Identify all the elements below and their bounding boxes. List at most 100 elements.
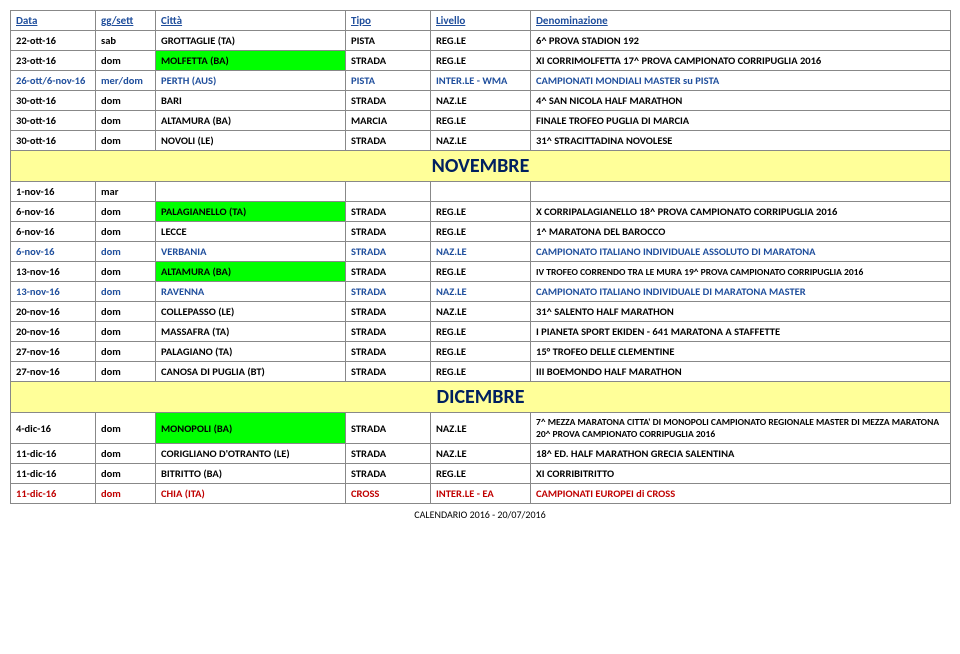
cell-denom: IV TROFEO CORRENDO TRA LE MURA 19^ PROVA… [531, 262, 951, 282]
cell-livello: REG.LE [431, 31, 531, 51]
table-row: 11-dic-16 dom BITRITTO (BA) STRADA REG.L… [11, 464, 951, 484]
cell-tipo: STRADA [346, 362, 431, 382]
cell-gg: dom [96, 262, 156, 282]
cell-denom: CAMPIONATO ITALIANO INDIVIDUALE ASSOLUTO… [531, 242, 951, 262]
table-row: 6-nov-16 dom PALAGIANELLO (TA) STRADA RE… [11, 202, 951, 222]
cell-tipo: STRADA [346, 342, 431, 362]
cell-tipo: STRADA [346, 322, 431, 342]
cell-denom: XI CORRIBITRITTO [531, 464, 951, 484]
cell-tipo: STRADA [346, 302, 431, 322]
cell-livello: INTER.LE - EA [431, 484, 531, 504]
cell-data: 11-dic-16 [11, 444, 96, 464]
table-row: 27-nov-16 dom CANOSA DI PUGLIA (BT) STRA… [11, 362, 951, 382]
header-data: Data [11, 11, 96, 31]
cell-livello: NAZ.LE [431, 302, 531, 322]
header-livello: Livello [431, 11, 531, 31]
cell-livello: INTER.LE - WMA [431, 71, 531, 91]
table-row: 1-nov-16 mar [11, 182, 951, 202]
month-header-row: DICEMBRE [11, 382, 951, 413]
cell-tipo: STRADA [346, 464, 431, 484]
cell-data: 30-ott-16 [11, 111, 96, 131]
cell-data: 11-dic-16 [11, 484, 96, 504]
header-tipo: Tipo [346, 11, 431, 31]
cell-data: 6-nov-16 [11, 242, 96, 262]
cell-livello: NAZ.LE [431, 131, 531, 151]
cell-gg: mer/dom [96, 71, 156, 91]
cell-citta: VERBANIA [156, 242, 346, 262]
cell-tipo: STRADA [346, 282, 431, 302]
cell-gg: dom [96, 51, 156, 71]
month-header-row: NOVEMBRE [11, 151, 951, 182]
cell-data: 30-ott-16 [11, 131, 96, 151]
cell-livello: REG.LE [431, 202, 531, 222]
cell-denom: 15° TROFEO DELLE CLEMENTINE [531, 342, 951, 362]
cell-denom: 4^ SAN NICOLA HALF MARATHON [531, 91, 951, 111]
cell-livello: REG.LE [431, 51, 531, 71]
cell-citta: BARI [156, 91, 346, 111]
cell-citta: PERTH (AUS) [156, 71, 346, 91]
cell-tipo: STRADA [346, 444, 431, 464]
cell-denom: 31^ SALENTO HALF MARATHON [531, 302, 951, 322]
cell-livello: NAZ.LE [431, 282, 531, 302]
cell-livello: REG.LE [431, 362, 531, 382]
cell-denom: CAMPIONATI EUROPEI di CROSS [531, 484, 951, 504]
table-row: 13-nov-16 dom ALTAMURA (BA) STRADA REG.L… [11, 262, 951, 282]
footer-text: CALENDARIO 2016 - 20/07/2016 [10, 504, 950, 521]
header-citta: Città [156, 11, 346, 31]
cell-gg: dom [96, 413, 156, 444]
table-row: 20-nov-16 dom MASSAFRA (TA) STRADA REG.L… [11, 322, 951, 342]
cell-citta: ALTAMURA (BA) [156, 262, 346, 282]
header-denom: Denominazione [531, 11, 951, 31]
cell-gg: dom [96, 91, 156, 111]
cell-denom: X CORRIPALAGIANELLO 18^ PROVA CAMPIONATO… [531, 202, 951, 222]
cell-data: 26-ott/6-nov-16 [11, 71, 96, 91]
cell-gg: dom [96, 484, 156, 504]
cell-data: 20-nov-16 [11, 322, 96, 342]
cell-citta: COLLEPASSO (LE) [156, 302, 346, 322]
calendar-table: Data gg/sett Città Tipo Livello Denomina… [10, 10, 951, 504]
cell-citta: MASSAFRA (TA) [156, 322, 346, 342]
cell-livello: NAZ.LE [431, 444, 531, 464]
cell-tipo: MARCIA [346, 111, 431, 131]
cell-tipo: PISTA [346, 71, 431, 91]
cell-livello: REG.LE [431, 111, 531, 131]
table-row: 26-ott/6-nov-16 mer/dom PERTH (AUS) PIST… [11, 71, 951, 91]
cell-denom: III BOEMONDO HALF MARATHON [531, 362, 951, 382]
cell-tipo: STRADA [346, 131, 431, 151]
cell-gg: dom [96, 242, 156, 262]
cell-citta [156, 182, 346, 202]
table-row: 20-nov-16 dom COLLEPASSO (LE) STRADA NAZ… [11, 302, 951, 322]
cell-gg: dom [96, 282, 156, 302]
cell-citta: CORIGLIANO D'OTRANTO (LE) [156, 444, 346, 464]
cell-livello: REG.LE [431, 322, 531, 342]
cell-data: 23-ott-16 [11, 51, 96, 71]
cell-data: 27-nov-16 [11, 342, 96, 362]
cell-data: 13-nov-16 [11, 262, 96, 282]
cell-citta: CANOSA DI PUGLIA (BT) [156, 362, 346, 382]
cell-livello: NAZ.LE [431, 91, 531, 111]
month-header: NOVEMBRE [11, 151, 951, 182]
table-row: 11-dic-16 dom CORIGLIANO D'OTRANTO (LE) … [11, 444, 951, 464]
cell-citta: PALAGIANELLO (TA) [156, 202, 346, 222]
cell-denom: 1^ MARATONA DEL BAROCCO [531, 222, 951, 242]
table-row: 30-ott-16 dom BARI STRADA NAZ.LE 4^ SAN … [11, 91, 951, 111]
table-row: 13-nov-16 dom RAVENNA STRADA NAZ.LE CAMP… [11, 282, 951, 302]
cell-citta: PALAGIANO (TA) [156, 342, 346, 362]
cell-gg: dom [96, 222, 156, 242]
cell-livello: REG.LE [431, 222, 531, 242]
cell-gg: dom [96, 362, 156, 382]
table-row: 6-nov-16 dom LECCE STRADA REG.LE 1^ MARA… [11, 222, 951, 242]
cell-livello: REG.LE [431, 262, 531, 282]
cell-gg: sab [96, 31, 156, 51]
table-row: 22-ott-16 sab GROTTAGLIE (TA) PISTA REG.… [11, 31, 951, 51]
cell-citta: MOLFETTA (BA) [156, 51, 346, 71]
cell-gg: dom [96, 342, 156, 362]
cell-data: 13-nov-16 [11, 282, 96, 302]
cell-gg: dom [96, 302, 156, 322]
cell-data: 1-nov-16 [11, 182, 96, 202]
cell-denom [531, 182, 951, 202]
cell-data: 6-nov-16 [11, 202, 96, 222]
cell-data: 4-dic-16 [11, 413, 96, 444]
table-row: 30-ott-16 dom NOVOLI (LE) STRADA NAZ.LE … [11, 131, 951, 151]
cell-denom: 6^ PROVA STADION 192 [531, 31, 951, 51]
